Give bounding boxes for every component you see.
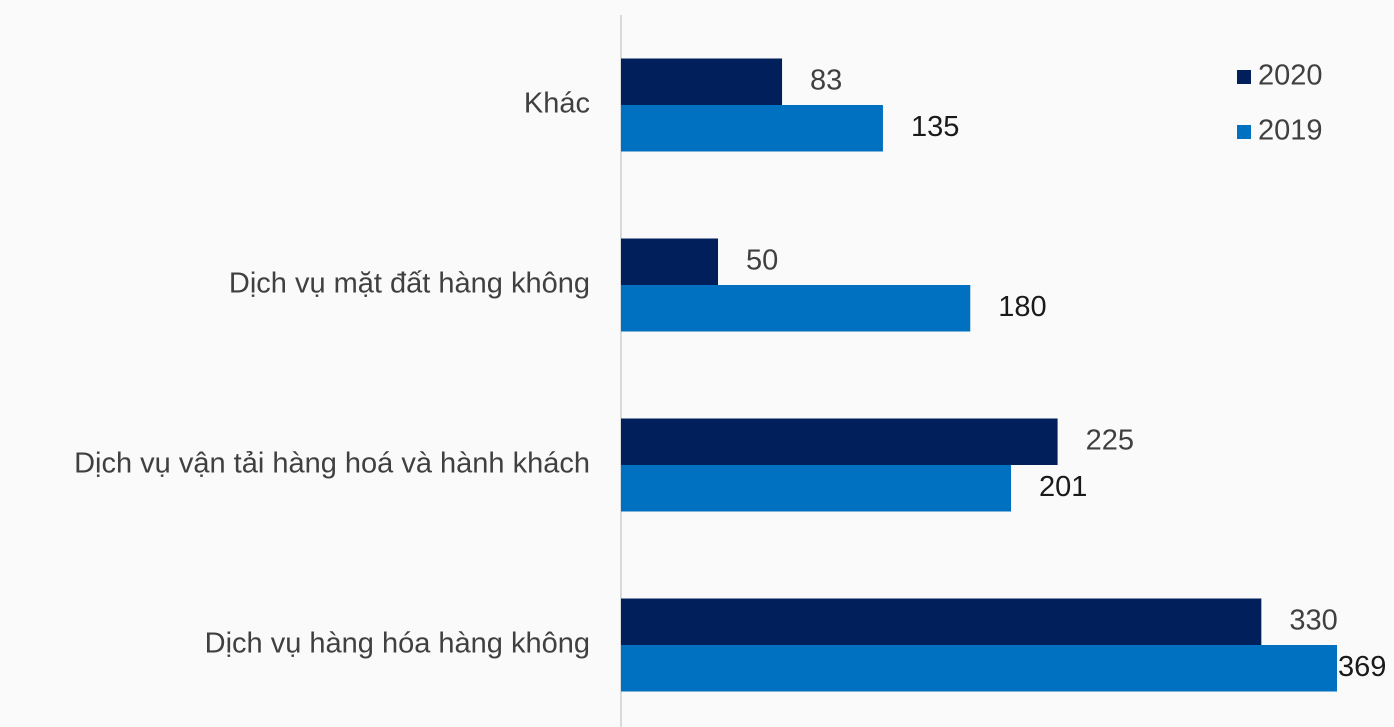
data-label: 330 — [1289, 604, 1337, 636]
bar — [621, 238, 719, 285]
data-label: 225 — [1086, 424, 1134, 456]
category-label: Khác — [524, 88, 590, 120]
data-label: 180 — [998, 291, 1046, 323]
data-label: 201 — [1039, 471, 1087, 503]
legend-label: 2019 — [1258, 115, 1323, 147]
category-label: Dịch vụ mặt đất hàng không — [229, 268, 590, 300]
data-label: 369 — [1338, 651, 1386, 683]
category-label: Dịch vụ vận tải hàng hoá và hành khách — [74, 448, 590, 480]
data-label: 50 — [746, 244, 778, 276]
bar — [621, 598, 1262, 645]
bar — [621, 285, 971, 332]
data-label: 83 — [810, 64, 842, 96]
bar — [621, 645, 1337, 692]
legend-swatch — [1237, 125, 1251, 139]
bar — [621, 465, 1012, 512]
data-label: 135 — [911, 111, 959, 143]
bar — [621, 58, 783, 105]
legend-swatch — [1237, 70, 1251, 84]
bar — [621, 418, 1058, 465]
category-label: Dịch vụ hàng hóa hàng không — [205, 628, 590, 660]
bar — [621, 105, 883, 152]
legend-label: 2020 — [1258, 60, 1323, 92]
